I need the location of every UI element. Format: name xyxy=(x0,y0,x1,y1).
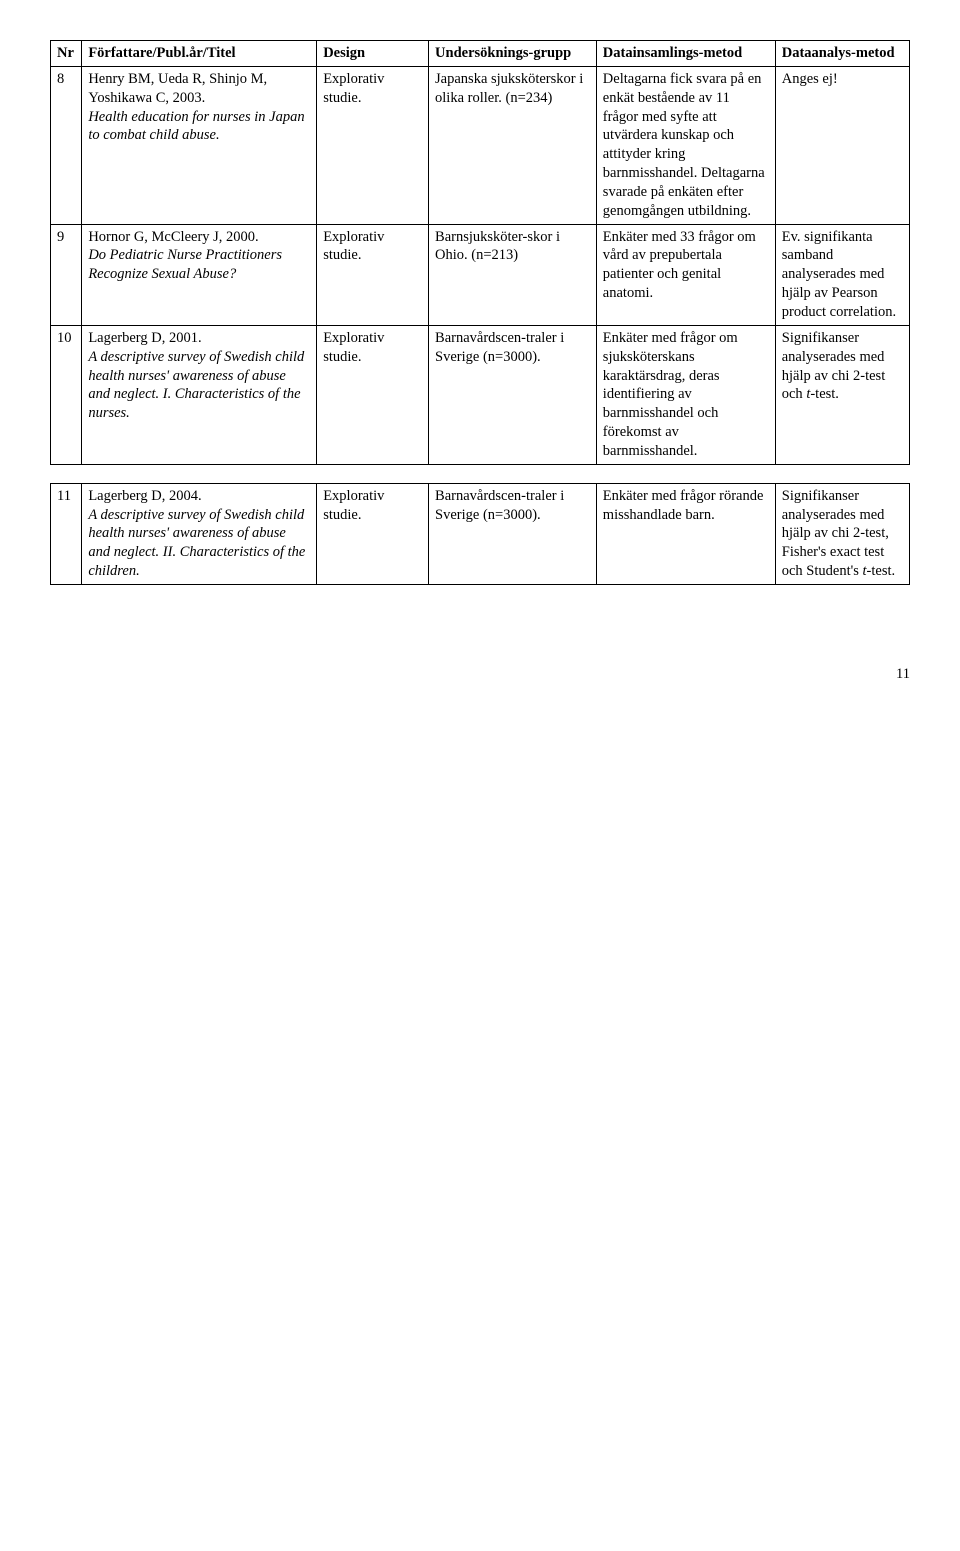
cell-analys: Signifikanser analyserades med hjälp av … xyxy=(775,325,909,464)
cell-author: Henry BM, Ueda R, Shinjo M, Yoshikawa C,… xyxy=(82,66,317,224)
page-number: 11 xyxy=(50,665,910,684)
cell-collect: Enkäter med 33 frågor om vård av prepube… xyxy=(596,224,775,325)
cell-group: Barnavårdscen-traler i Sverige (n=3000). xyxy=(429,483,597,584)
header-design: Design xyxy=(317,41,429,67)
cell-nr: 10 xyxy=(51,325,82,464)
author-citation: Lagerberg D, 2004. xyxy=(88,488,201,504)
cell-collect: Enkäter med frågor om sjuksköterskans ka… xyxy=(596,325,775,464)
cell-analys: Ev. signifikanta samband analyserades me… xyxy=(775,224,909,325)
author-title: Do Pediatric Nurse Practitioners Recogni… xyxy=(88,247,282,282)
author-citation: Hornor G, McCleery J, 2000. xyxy=(88,229,258,245)
cell-nr: 9 xyxy=(51,224,82,325)
cell-author: Lagerberg D, 2004. A descriptive survey … xyxy=(82,483,317,584)
author-title: Health education for nurses in Japan to … xyxy=(88,109,304,144)
header-nr: Nr xyxy=(51,41,82,67)
table-row: 8Henry BM, Ueda R, Shinjo M, Yoshikawa C… xyxy=(51,66,910,224)
author-citation: Henry BM, Ueda R, Shinjo M, Yoshikawa C,… xyxy=(88,71,267,106)
cell-design: Explorativ studie. xyxy=(317,224,429,325)
cell-design: Explorativ studie. xyxy=(317,325,429,464)
cell-group: Japanska sjuksköterskor i olika roller. … xyxy=(429,66,597,224)
table-row: 9Hornor G, McCleery J, 2000. Do Pediatri… xyxy=(51,224,910,325)
header-analys: Dataanalys-metod xyxy=(775,41,909,67)
cell-author: Lagerberg D, 2001. A descriptive survey … xyxy=(82,325,317,464)
author-title: A descriptive survey of Swedish child he… xyxy=(88,349,304,422)
literature-table: Nr Författare/Publ.år/Titel Design Under… xyxy=(50,40,910,585)
header-collect: Datainsamlings-metod xyxy=(596,41,775,67)
cell-collect: Deltagarna fick svara på en enkät beståe… xyxy=(596,66,775,224)
cell-analys: Signifikanser analyserades med hjälp av … xyxy=(775,483,909,584)
cell-design: Explorativ studie. xyxy=(317,66,429,224)
author-citation: Lagerberg D, 2001. xyxy=(88,330,201,346)
table-gap-row xyxy=(51,464,910,483)
cell-group: Barnavårdscen-traler i Sverige (n=3000). xyxy=(429,325,597,464)
cell-group: Barnsjuksköter-skor i Ohio. (n=213) xyxy=(429,224,597,325)
author-title: A descriptive survey of Swedish child he… xyxy=(88,507,305,580)
cell-collect: Enkäter med frågor rörande misshandlade … xyxy=(596,483,775,584)
cell-author: Hornor G, McCleery J, 2000. Do Pediatric… xyxy=(82,224,317,325)
cell-analys: Anges ej! xyxy=(775,66,909,224)
table-header-row: Nr Författare/Publ.år/Titel Design Under… xyxy=(51,41,910,67)
cell-design: Explorativ studie. xyxy=(317,483,429,584)
header-group: Undersöknings-grupp xyxy=(429,41,597,67)
table-row: 10Lagerberg D, 2001. A descriptive surve… xyxy=(51,325,910,464)
cell-nr: 11 xyxy=(51,483,82,584)
cell-nr: 8 xyxy=(51,66,82,224)
header-author: Författare/Publ.år/Titel xyxy=(82,41,317,67)
table-row: 11Lagerberg D, 2004. A descriptive surve… xyxy=(51,483,910,584)
